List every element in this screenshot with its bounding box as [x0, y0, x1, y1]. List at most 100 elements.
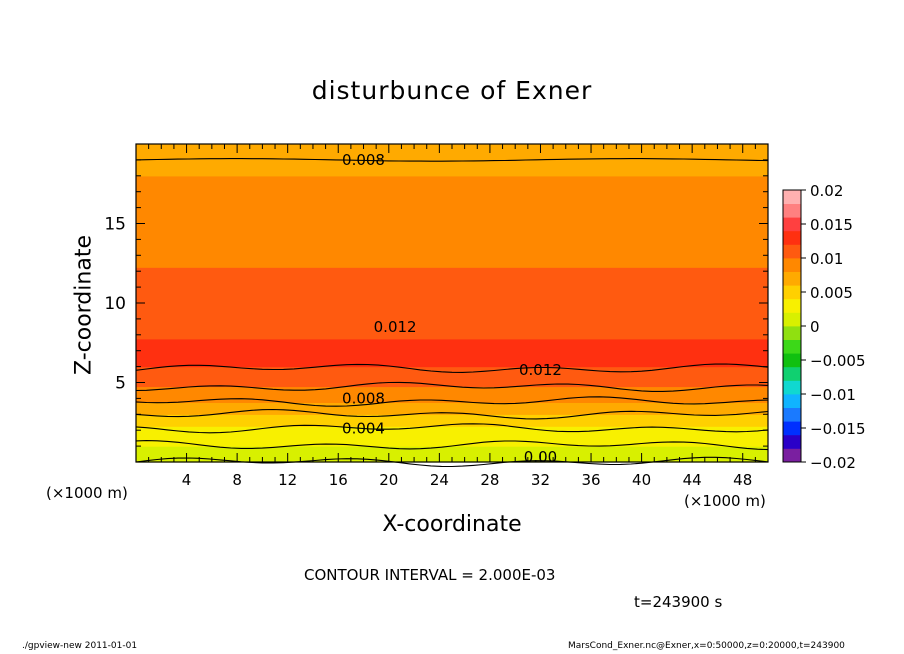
- field-strip: [136, 406, 768, 411]
- x-tick-label: 40: [632, 471, 651, 489]
- x-unit-left: (×1000 m): [46, 484, 128, 502]
- x-tick-label: 4: [182, 471, 192, 489]
- field-strip: [136, 287, 768, 292]
- field-strip: [136, 215, 768, 221]
- field-strip: [136, 446, 768, 451]
- field-strip: [136, 414, 768, 419]
- contour-line: [135, 423, 769, 434]
- colorbar-band: [783, 190, 801, 204]
- field-strip: [136, 354, 768, 360]
- colorbar-band: [783, 339, 801, 354]
- field-strip: [136, 303, 768, 308]
- x-tick-label: 20: [379, 471, 398, 489]
- field-strip: [136, 179, 768, 185]
- colorbar-band: [783, 285, 801, 300]
- chart-title: disturbunce of Exner: [311, 76, 593, 105]
- field-strip: [136, 219, 768, 225]
- field-strip: [136, 247, 768, 252]
- field-strip: [136, 183, 768, 189]
- field-strip: [136, 203, 768, 209]
- colorbar-tick-label: 0.02: [810, 182, 843, 200]
- colorbar-band: [783, 366, 801, 381]
- colorbar-tick-label: −0.015: [810, 420, 866, 438]
- field-strip: [136, 147, 768, 153]
- colorbar-band: [783, 244, 801, 259]
- x-axis-label: X-coordinate: [382, 512, 522, 537]
- field-strip: [136, 374, 768, 380]
- field-strip: [136, 171, 768, 177]
- field-strip: [136, 227, 768, 233]
- contour-line: [135, 408, 769, 420]
- field-strip: [136, 338, 768, 344]
- field-strip: [136, 283, 768, 288]
- field-strip: [136, 163, 768, 169]
- y-axis-label: Z-coordinate: [71, 235, 97, 375]
- colorbar-band: [783, 353, 801, 368]
- field-strip: [136, 306, 768, 312]
- field-strip: [136, 370, 768, 376]
- contour-label: 0.004: [342, 420, 385, 438]
- colorbar-tick-label: 0.01: [810, 250, 843, 268]
- field-strip: [136, 159, 768, 165]
- contour-line: [135, 440, 769, 451]
- field-strip: [136, 362, 768, 368]
- field-strip: [136, 418, 768, 423]
- footer-right: MarsCond_Exner.nc@Exner,x=0:50000,z=0:20…: [568, 641, 845, 651]
- colorbar-band: [783, 217, 801, 232]
- field-strip: [136, 271, 768, 276]
- field-strip: [136, 239, 768, 244]
- x-tick-label: 12: [278, 471, 297, 489]
- field-strip: [136, 378, 768, 384]
- field-strip: [136, 291, 768, 296]
- colorbar-band: [783, 448, 801, 463]
- field-strip: [136, 454, 768, 459]
- field-strip: [136, 299, 768, 304]
- field-strip: [136, 195, 768, 201]
- contour-line: [135, 381, 769, 392]
- field-strip: [136, 175, 768, 181]
- x-tick-label: 16: [329, 471, 348, 489]
- field-strip: [136, 382, 768, 388]
- field-strip: [136, 267, 768, 272]
- contour-line: [135, 158, 769, 162]
- contour-label: 0.008: [342, 151, 385, 169]
- field-strip: [136, 211, 768, 217]
- field-strip: [136, 263, 768, 268]
- field-strip: [136, 322, 768, 328]
- field-strip: [136, 394, 768, 399]
- field-strip: [136, 350, 768, 356]
- field-strip: [136, 442, 768, 447]
- field-strip: [136, 402, 768, 407]
- field-strip: [136, 231, 768, 237]
- field-strip: [136, 438, 768, 443]
- colorbar-tick-label: 0: [810, 318, 820, 336]
- field-strip: [136, 318, 768, 324]
- field-strip: [136, 199, 768, 205]
- field-strip: [136, 223, 768, 229]
- field-strip: [136, 275, 768, 280]
- field-strip: [136, 151, 768, 157]
- colorbar-band: [783, 421, 801, 436]
- field-strip: [136, 450, 768, 455]
- x-tick-label: 48: [733, 471, 752, 489]
- field-strip: [136, 434, 768, 439]
- footer-left: ./gpview-new 2011-01-01: [22, 641, 138, 651]
- contour-line: [135, 396, 769, 407]
- colorbar-band: [783, 380, 801, 395]
- field-strip: [136, 207, 768, 213]
- field-strip: [136, 342, 768, 348]
- field-strip: [136, 310, 768, 316]
- x-unit-right: (×1000 m): [684, 492, 766, 510]
- field-strip: [136, 326, 768, 332]
- colorbar-band: [783, 434, 801, 449]
- field-strip: [136, 155, 768, 161]
- contour-label: 0.012: [374, 318, 417, 336]
- colorbar-tick-label: −0.02: [810, 454, 856, 472]
- field-strip: [136, 358, 768, 364]
- x-tick-label: 32: [531, 471, 550, 489]
- y-tick-label: 5: [115, 374, 126, 394]
- field-strip: [136, 167, 768, 173]
- field-strip: [136, 330, 768, 336]
- field-strip: [136, 390, 768, 396]
- x-tick-label: 8: [232, 471, 242, 489]
